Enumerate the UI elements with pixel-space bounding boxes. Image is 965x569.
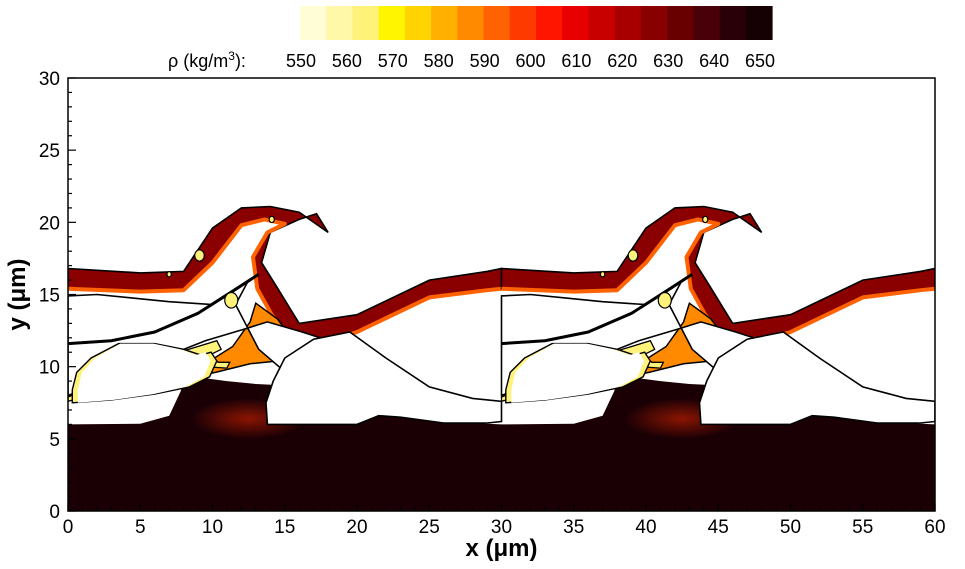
droplet xyxy=(166,271,172,278)
colorbar-level-label: 640 xyxy=(699,51,729,71)
x-tick-label: 30 xyxy=(491,517,512,538)
interface-filament xyxy=(68,273,260,346)
colorbar-swatch xyxy=(404,6,432,40)
colorbar-level-label: 600 xyxy=(515,51,545,71)
y-tick-label: 20 xyxy=(39,213,60,234)
colorbar-swatch xyxy=(693,6,721,40)
colorbar-swatch xyxy=(640,6,668,40)
colorbar-swatch xyxy=(300,6,327,40)
plot-area xyxy=(68,78,935,511)
colorbar-title-exponent: 3 xyxy=(228,49,235,63)
colorbar-level-label: 580 xyxy=(424,51,454,71)
vapor-cavity xyxy=(698,331,935,426)
y-tick-label: 30 xyxy=(39,69,60,90)
droplet xyxy=(599,271,606,278)
vapor-cavity xyxy=(265,331,503,426)
x-axis-ticks: 0 5 10 15 20 25 30 35 40 45 50 55 60 xyxy=(63,503,946,538)
colorbar-swatch xyxy=(326,6,354,40)
colorbar-level-label: 650 xyxy=(745,51,775,71)
colorbar-swatch xyxy=(745,6,773,40)
y-tick-label: 5 xyxy=(49,430,60,451)
colorbar-swatch xyxy=(614,6,642,40)
y-tick-label: 0 xyxy=(49,502,60,523)
colorbar-swatch xyxy=(562,6,590,40)
wave-period xyxy=(68,205,503,511)
colorbar-level-label: 610 xyxy=(561,51,591,71)
x-tick-label: 55 xyxy=(852,517,873,538)
colorbar-level-label: 630 xyxy=(653,51,683,71)
droplet xyxy=(627,249,639,262)
colorbar-swatch xyxy=(667,6,694,40)
vapor-cavity-core xyxy=(511,343,645,403)
colorbar-level-label: 560 xyxy=(332,51,362,71)
droplet xyxy=(702,215,709,224)
x-tick-label: 15 xyxy=(274,517,295,538)
x-tick-label: 10 xyxy=(202,517,223,538)
colorbar-swatch xyxy=(352,6,380,40)
colorbar-level-label: 620 xyxy=(607,51,637,71)
colorbar-level-label: 550 xyxy=(286,51,316,71)
colorbar-swatch xyxy=(536,6,563,40)
y-tick-label: 25 xyxy=(39,141,60,162)
band-inner-glow xyxy=(501,217,935,347)
dense-liquid-layer xyxy=(68,366,502,511)
colorbar-swatch xyxy=(509,6,537,40)
x-tick-label: 25 xyxy=(419,517,440,538)
droplet xyxy=(268,215,275,224)
colorbar-title: ρ (kg/m3): xyxy=(168,49,246,71)
x-tick-label: 40 xyxy=(635,517,656,538)
y-axis-title: y (μm) xyxy=(4,258,31,330)
x-tick-label: 60 xyxy=(924,517,945,538)
wave-period xyxy=(500,205,935,511)
colorbar-level-label: 590 xyxy=(470,51,500,71)
colorbar-level-label: 570 xyxy=(378,51,408,71)
colorbar-swatch xyxy=(719,6,747,40)
y-tick-label: 15 xyxy=(39,286,60,307)
droplet xyxy=(224,291,239,309)
x-tick-label: 5 xyxy=(135,517,146,538)
droplet xyxy=(657,291,672,309)
x-tick-label: 35 xyxy=(563,517,584,538)
vapor-cavity-core xyxy=(77,343,211,403)
x-axis-title: x (μm) xyxy=(465,535,537,562)
band-inner-glow xyxy=(68,217,502,347)
x-tick-label: 20 xyxy=(346,517,367,538)
x-tick-label: 45 xyxy=(708,517,729,538)
x-tick-label: 0 xyxy=(63,517,74,538)
colorbar-swatch xyxy=(588,6,616,40)
droplet xyxy=(194,249,205,262)
x-tick-label: 50 xyxy=(780,517,801,538)
dense-liquid-layer xyxy=(501,366,935,511)
colorbar-swatch xyxy=(457,6,485,40)
colorbar-title-end: ): xyxy=(235,51,246,71)
colorbar-swatch xyxy=(431,6,458,40)
colorbar-swatch xyxy=(483,6,511,40)
y-tick-label: 10 xyxy=(39,358,60,379)
y-axis-ticks: 0 5 10 15 20 25 30 xyxy=(39,69,76,523)
colorbar-swatch xyxy=(378,6,406,40)
colorbar: 550 560 570 580 590 600 610 620 630 640 650 xyxy=(286,6,775,71)
interface-filament xyxy=(501,273,694,346)
